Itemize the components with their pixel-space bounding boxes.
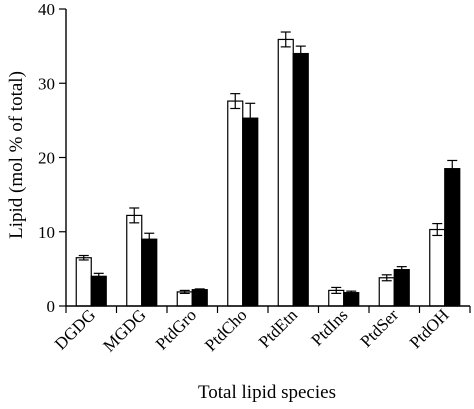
x-tick-label-ptdetn: PtdEtn <box>255 305 302 352</box>
bar-dgdg-series-1 <box>75 257 92 307</box>
error-bar-ptdins-series-1 <box>331 286 342 294</box>
bar-ptdgro-series-1 <box>176 291 193 307</box>
error-bar-ptdser-series-1 <box>381 274 392 282</box>
y-tick-label: 30 <box>38 74 55 93</box>
bar-ptdetn-series-2 <box>292 52 309 307</box>
bar-dgdg-series-2 <box>90 275 107 307</box>
x-tick-label-ptdins: PtdIns <box>307 305 351 349</box>
bar-ptdser-series-1 <box>378 277 395 307</box>
y-tick-label: 40 <box>38 0 55 19</box>
x-tick-label-mgdg: MGDG <box>99 305 149 355</box>
error-bar-ptdins-series-2 <box>346 290 357 295</box>
x-tick-label-ptdser: PtdSer <box>357 305 403 351</box>
x-tick-label-ptdoh: PtdOH <box>406 305 453 352</box>
bar-mgdg-series-2 <box>141 238 158 307</box>
bar-ptdoh-series-1 <box>429 228 446 307</box>
bar-ptdcho-series-1 <box>227 100 244 307</box>
error-bar-ptdetn-series-2 <box>295 45 306 62</box>
y-axis-title: Lipid (mol % of total) <box>6 71 27 239</box>
error-bar-mgdg-series-1 <box>129 207 140 224</box>
error-bar-ptdoh-series-2 <box>447 159 458 178</box>
error-bar-dgdg-series-1 <box>78 254 89 261</box>
error-bar-ptdoh-series-1 <box>432 222 443 237</box>
bar-ptdetn-series-1 <box>277 38 294 307</box>
error-bar-ptdgro-series-2 <box>194 288 205 292</box>
error-bar-mgdg-series-2 <box>144 232 155 246</box>
x-axis-title: Total lipid species <box>198 382 336 403</box>
y-tick-label: 0 <box>47 297 56 316</box>
bars-layer <box>75 31 461 307</box>
bar-ptdgro-series-2 <box>191 289 208 307</box>
bar-ptdoh-series-2 <box>444 168 461 307</box>
error-bar-ptdetn-series-1 <box>280 31 291 48</box>
error-bar-dgdg-series-2 <box>93 272 104 280</box>
bar-ptdser-series-2 <box>393 269 410 307</box>
error-bar-ptdcho-series-2 <box>245 102 256 134</box>
y-tick-label: 10 <box>38 223 55 242</box>
x-tick-label-ptdgro: PtdGro <box>152 305 200 353</box>
bar-mgdg-series-1 <box>126 214 143 307</box>
x-tick-label-ptdcho: PtdCho <box>201 305 251 355</box>
bar-ptdcho-series-2 <box>242 117 259 307</box>
error-bar-ptdgro-series-1 <box>179 289 190 294</box>
error-bar-ptdcho-series-1 <box>230 93 241 110</box>
error-bar-ptdser-series-2 <box>396 266 407 274</box>
y-tick-label: 20 <box>38 149 55 168</box>
x-tick-label-dgdg: DGDG <box>51 305 99 353</box>
